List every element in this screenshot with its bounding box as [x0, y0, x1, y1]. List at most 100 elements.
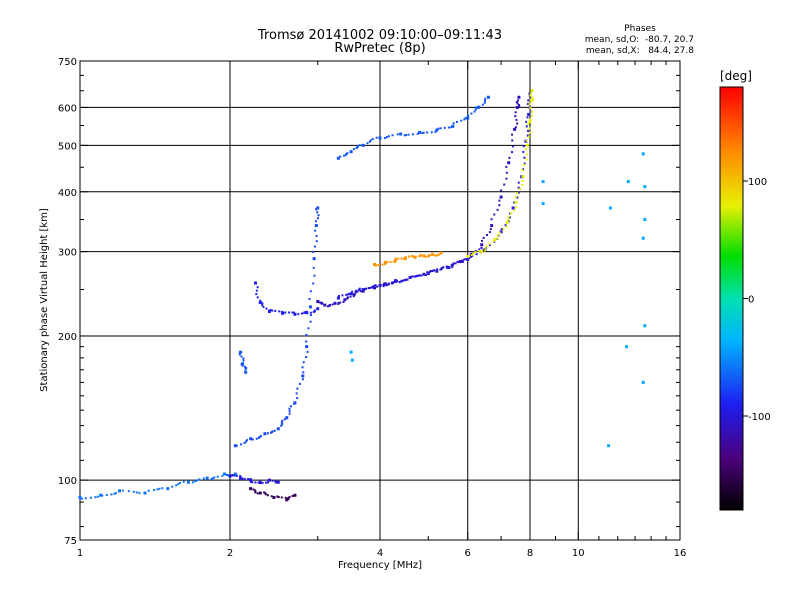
data-point	[375, 136, 378, 139]
colorbar-tick-label: 0	[748, 295, 754, 306]
data-point	[399, 132, 403, 136]
data-point	[517, 99, 520, 102]
data-point	[262, 305, 265, 308]
data-point	[530, 110, 533, 113]
data-point	[478, 249, 481, 252]
data-point	[528, 120, 532, 124]
data-point	[424, 255, 427, 258]
data-point	[643, 218, 647, 222]
data-point	[171, 485, 174, 488]
data-point	[288, 495, 291, 498]
data-point	[401, 279, 404, 282]
data-point	[392, 281, 395, 284]
data-point	[231, 474, 234, 477]
data-point	[205, 476, 209, 480]
data-point	[498, 199, 501, 202]
data-point	[358, 144, 361, 147]
data-point	[400, 257, 403, 260]
y-tick-label: 200	[58, 332, 77, 343]
y-tick-label: 500	[58, 141, 77, 152]
data-point	[251, 438, 254, 441]
data-point	[371, 285, 374, 288]
data-point	[519, 188, 522, 191]
data-point	[454, 262, 457, 265]
data-point	[158, 487, 161, 490]
data-point	[523, 156, 526, 159]
data-point	[526, 153, 529, 156]
data-point	[317, 214, 320, 217]
data-point	[505, 171, 508, 174]
data-point	[527, 123, 530, 126]
tick-labels: 1 2 4 6 8 10 16 75 100 200 300 400 500 600 750	[58, 57, 686, 559]
data-point	[307, 327, 310, 330]
data-point	[480, 243, 484, 247]
data-point	[403, 134, 406, 137]
data-point	[493, 237, 497, 241]
data-point	[135, 491, 138, 494]
data-point	[511, 151, 514, 154]
data-point	[468, 256, 471, 259]
data-point	[247, 477, 250, 480]
data-point	[522, 150, 525, 153]
data-point	[211, 477, 214, 480]
data-point	[527, 112, 531, 116]
data-point	[415, 275, 418, 278]
data-point	[378, 283, 382, 287]
data-point	[386, 261, 389, 264]
data-point	[518, 104, 521, 107]
data-point	[312, 250, 315, 253]
data-point	[316, 307, 320, 311]
data-point	[105, 493, 108, 496]
data-point	[288, 410, 291, 413]
data-point	[96, 495, 99, 498]
data-point	[418, 255, 421, 258]
data-point	[255, 293, 258, 296]
data-point	[264, 493, 267, 496]
data-point	[276, 480, 280, 484]
data-point	[278, 310, 281, 313]
data-point	[471, 252, 474, 255]
data-point	[259, 435, 262, 438]
x-tick-label: 16	[674, 548, 687, 559]
data-point	[213, 476, 216, 479]
data-point	[384, 261, 387, 264]
data-point	[99, 493, 103, 497]
data-point	[156, 488, 159, 491]
data-point	[296, 387, 299, 390]
data-point	[517, 95, 521, 99]
data-point	[368, 140, 371, 143]
data-point	[511, 206, 515, 210]
data-point	[458, 260, 462, 264]
data-point	[288, 412, 291, 415]
data-point	[271, 479, 274, 482]
data-point	[422, 272, 426, 276]
data-point	[480, 246, 483, 249]
data-point	[223, 472, 227, 476]
data-point	[474, 250, 477, 253]
data-point	[394, 260, 397, 263]
series-e-region-trace	[78, 472, 237, 500]
data-point	[132, 490, 135, 493]
data-point	[285, 498, 289, 502]
data-point	[525, 139, 528, 142]
data-point	[426, 272, 430, 276]
data-point	[474, 108, 477, 111]
data-point	[470, 112, 473, 115]
data-point	[249, 437, 253, 441]
data-point	[405, 134, 408, 137]
data-point	[516, 102, 519, 105]
data-point	[280, 421, 283, 424]
data-point	[253, 281, 257, 285]
data-point	[287, 497, 290, 500]
data-point	[408, 275, 412, 279]
data-point	[315, 208, 318, 211]
data-point	[439, 127, 442, 130]
data-point	[541, 180, 545, 184]
data-point	[301, 374, 305, 378]
data-point	[78, 495, 82, 499]
data-point	[258, 300, 262, 304]
data-point	[472, 251, 475, 254]
data-point	[241, 477, 244, 480]
data-point	[526, 116, 529, 119]
data-point	[626, 180, 630, 184]
